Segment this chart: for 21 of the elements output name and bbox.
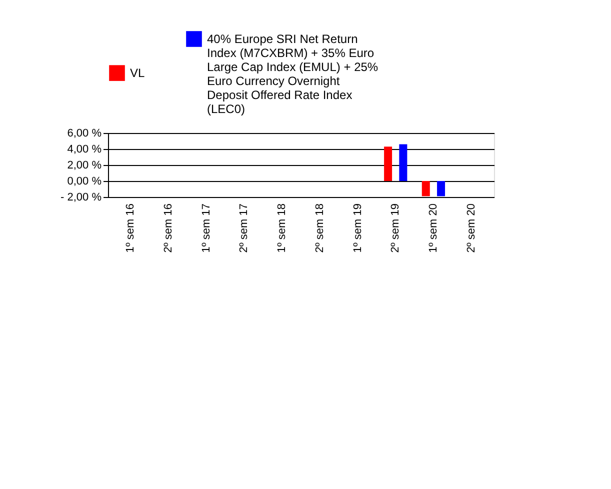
y-tick-label: 6,00 % xyxy=(67,128,102,140)
y-tick-label: 2,00 % xyxy=(67,160,102,172)
x-tick-label: 2º sem 16 xyxy=(162,204,175,253)
y-tick-label: 0,00 % xyxy=(67,176,102,188)
x-tick-label: 1º sem 20 xyxy=(427,204,440,253)
x-tick-label: 1º sem 19 xyxy=(352,204,364,253)
y-tick-label: 4,00 % xyxy=(67,144,102,156)
bar xyxy=(422,181,430,196)
bar xyxy=(437,181,446,196)
y-tick-label: - 2,00 % xyxy=(60,192,102,204)
x-tick-label: 1º sem 17 xyxy=(200,204,212,253)
bar xyxy=(399,144,408,181)
x-tick-label: 2º sem 19 xyxy=(390,204,402,253)
x-tick-label: 2º sem 18 xyxy=(314,204,326,253)
x-tick-label: 2º sem 20 xyxy=(465,204,478,253)
legend-label: 40% Europe SRI Net Return Index (M7CXBRM) + 35% Euro Large Cap Index (EMUL) + 25% Euro Currency Overnight Deposit Offered Rate Index (LEC0) xyxy=(207,32,378,116)
x-tick-label: 1º sem 16 xyxy=(124,204,137,253)
legend-label: VL xyxy=(130,66,146,80)
x-tick-label: 1º sem 18 xyxy=(276,204,288,253)
bar xyxy=(384,146,392,181)
x-tick-label: 2º sem 17 xyxy=(238,204,250,253)
